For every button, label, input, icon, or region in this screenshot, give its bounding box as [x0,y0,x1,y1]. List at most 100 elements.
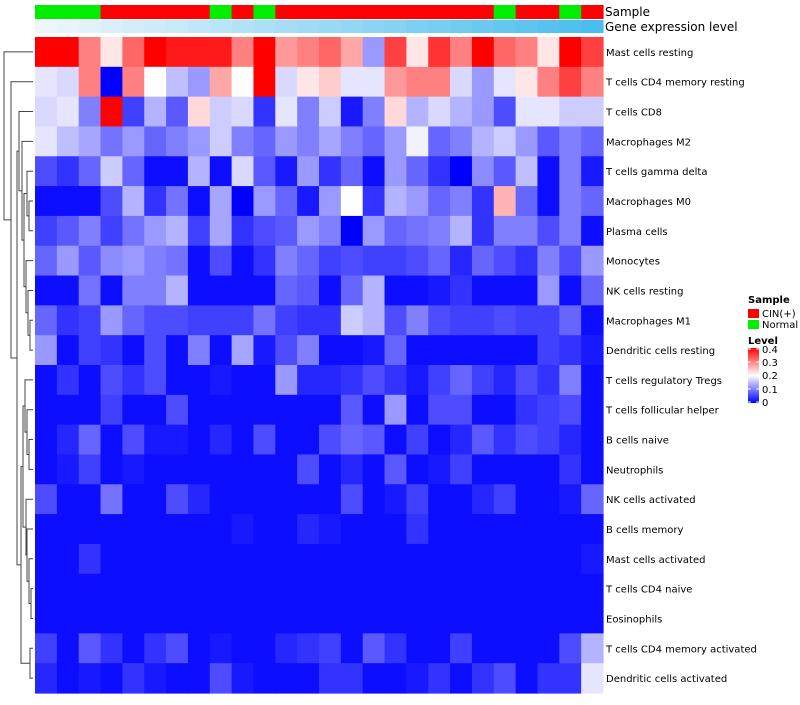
heatmap-cell [275,424,298,456]
heatmap-cell [78,96,102,128]
heatmap-cell [340,96,364,128]
heatmap-cell [56,365,80,396]
heatmap-cell [471,633,495,664]
heatmap-cell [340,335,364,366]
heatmap-cell [187,215,211,247]
heatmap-cell [537,156,560,187]
heatmap-cell [209,365,233,396]
heatmap-cell [187,126,211,157]
heatmap-cell [166,543,189,575]
heatmap-cell [340,543,364,575]
gene-expression-annotation-cell [231,20,255,33]
heatmap-cell [319,275,342,306]
heatmap-cell [428,37,451,68]
heatmap-cell [450,454,473,485]
sample-annotation-cell [100,5,123,19]
heatmap-cell [166,573,189,605]
sample-annotation-cell [493,5,517,19]
heatmap-cell [559,394,582,426]
heatmap-cell [56,454,80,485]
column-annotations [35,5,604,33]
heatmap-cell [537,66,560,98]
sample-annotation-cell [559,5,582,19]
heatmap-cell [471,66,495,98]
legend-level-title: Level [748,336,778,347]
heatmap-cell [122,663,145,694]
heatmap-cell [231,96,255,128]
heatmap-cell [209,424,233,456]
row-label: Macrophages M0 [606,197,691,208]
heatmap-cell [362,305,386,336]
heatmap-cell [122,633,145,664]
heatmap-cell [187,365,211,396]
heatmap-cell [275,543,298,575]
heatmap-cell [428,305,451,336]
heatmap-cell [253,215,276,247]
heatmap-cell [384,603,407,634]
heatmap-cell [275,245,298,277]
heatmap-cell [166,603,189,634]
heatmap-cell [384,96,407,128]
heatmap-cell [537,215,560,247]
heatmap-cell [275,514,298,545]
heatmap-cell [187,245,211,277]
heatmap-cell [231,454,255,485]
heatmap-cell [253,543,276,575]
heatmap-cell [537,305,560,336]
heatmap-cell [231,186,255,217]
heatmap-cell [100,96,123,128]
heatmap-cell [319,37,342,68]
heatmap-cell [493,66,517,98]
heatmap-cell [297,126,320,157]
heatmap-cell [515,543,539,575]
sample-annotation-cell [537,5,560,19]
heatmap-cell [297,603,320,634]
heatmap-cell [253,66,276,98]
heatmap-cell [78,335,102,366]
heatmap-cell [340,275,364,306]
heatmap-cell [253,365,276,396]
heatmap-cell [493,126,517,157]
heatmap-cell [56,633,80,664]
heatmap-cell [471,394,495,426]
heatmap-cell [319,663,342,694]
heatmap-cell [471,365,495,396]
heatmap-cell [297,186,320,217]
dendrogram-branch [29,647,33,679]
heatmap-cell [100,156,123,187]
heatmap-cell [209,66,233,98]
heatmap-cell [78,633,102,664]
heatmap-cell [515,245,539,277]
heatmap-cell [209,543,233,575]
heatmap-cell [35,126,58,157]
heatmap-cell [275,66,298,98]
heatmap-cell [537,484,560,515]
heatmap-cell [559,365,582,396]
dendrogram-branch [3,51,33,221]
heatmap-cell [559,37,582,68]
heatmap-cell [515,603,539,634]
heatmap-cell [362,275,386,306]
heatmap-cell [144,335,167,366]
heatmap-cell [515,335,539,366]
heatmap-cell [144,394,167,426]
sample-annotation-cell [384,5,407,19]
heatmap-cell [35,454,58,485]
heatmap-cell [78,156,102,187]
heatmap-cell [297,156,320,187]
heatmap-cell [144,245,167,277]
heatmap-cell [231,66,255,98]
heatmap-cell [231,37,255,68]
heatmap-cell [35,573,58,605]
heatmap-cell [340,603,364,634]
heatmap-cell [537,543,560,575]
row-label: T cells CD8 [605,108,662,119]
heatmap-cell [35,186,58,217]
heatmap-cell [35,305,58,336]
heatmap-cell [275,37,298,68]
heatmap-cell [166,66,189,98]
heatmap-cell [493,514,517,545]
gene-expression-annotation-cell [122,20,145,33]
heatmap-cell [406,603,429,634]
heatmap-cell [515,663,539,694]
